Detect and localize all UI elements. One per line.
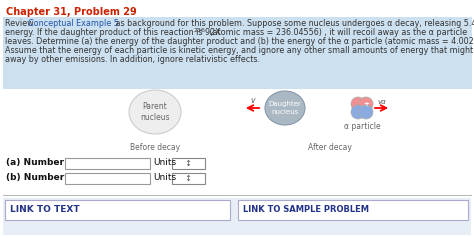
Text: α particle: α particle [344,122,380,131]
Circle shape [351,97,365,111]
Circle shape [359,105,373,119]
Text: After decay: After decay [308,143,352,152]
Text: Daughter
nucleus: Daughter nucleus [269,101,301,115]
Text: Assume that the energy of each particle is kinetic energy, and ignore any other : Assume that the energy of each particle … [5,46,474,55]
Bar [65,158,150,169]
Text: Units: Units [153,158,176,167]
Text: Units: Units [153,173,176,182]
Ellipse shape [265,91,305,125]
Text: vα: vα [377,99,386,105]
Bar [172,158,205,169]
Text: Review: Review [5,19,36,28]
Bar [65,173,150,184]
Text: Chapter 31, Problem 29: Chapter 31, Problem 29 [6,7,137,17]
Text: energy. If the daughter product of this reaction is 92X: energy. If the daughter product of this … [5,28,221,37]
Text: (a) Number: (a) Number [6,158,64,167]
Text: LINK TO TEXT: LINK TO TEXT [10,205,80,214]
Bar [172,173,205,184]
Text: as background for this problem. Suppose some nucleus undergoes α decay, releasin: as background for this problem. Suppose … [113,19,474,28]
Text: v: v [250,96,255,105]
Bar [3,17,472,89]
Ellipse shape [129,90,181,134]
Circle shape [359,97,373,111]
Text: away by other emissions. In addition, ignore relativistic effects.: away by other emissions. In addition, ig… [5,55,260,64]
Text: leaves. Determine (a) the energy of the daughter product and (b) the energy of t: leaves. Determine (a) the energy of the … [5,37,474,46]
Circle shape [351,105,365,119]
Text: (b) Number: (b) Number [6,173,64,182]
Bar [3,198,471,235]
Text: Parent
nucleus: Parent nucleus [140,102,170,122]
Text: 236: 236 [194,28,206,33]
Text: ↕: ↕ [184,174,191,183]
Text: ↕: ↕ [184,159,191,168]
Text: LINK TO SAMPLE PROBLEM: LINK TO SAMPLE PROBLEM [243,205,369,214]
Text: (atomic mass = 236.04556) , it will recoil away as the α particle: (atomic mass = 236.04556) , it will reco… [207,28,467,37]
Bar [5,200,230,220]
Text: Before decay: Before decay [130,143,180,152]
Text: Conceptual Example 5: Conceptual Example 5 [28,19,119,28]
Bar [238,200,468,220]
Text: +: + [363,101,369,107]
